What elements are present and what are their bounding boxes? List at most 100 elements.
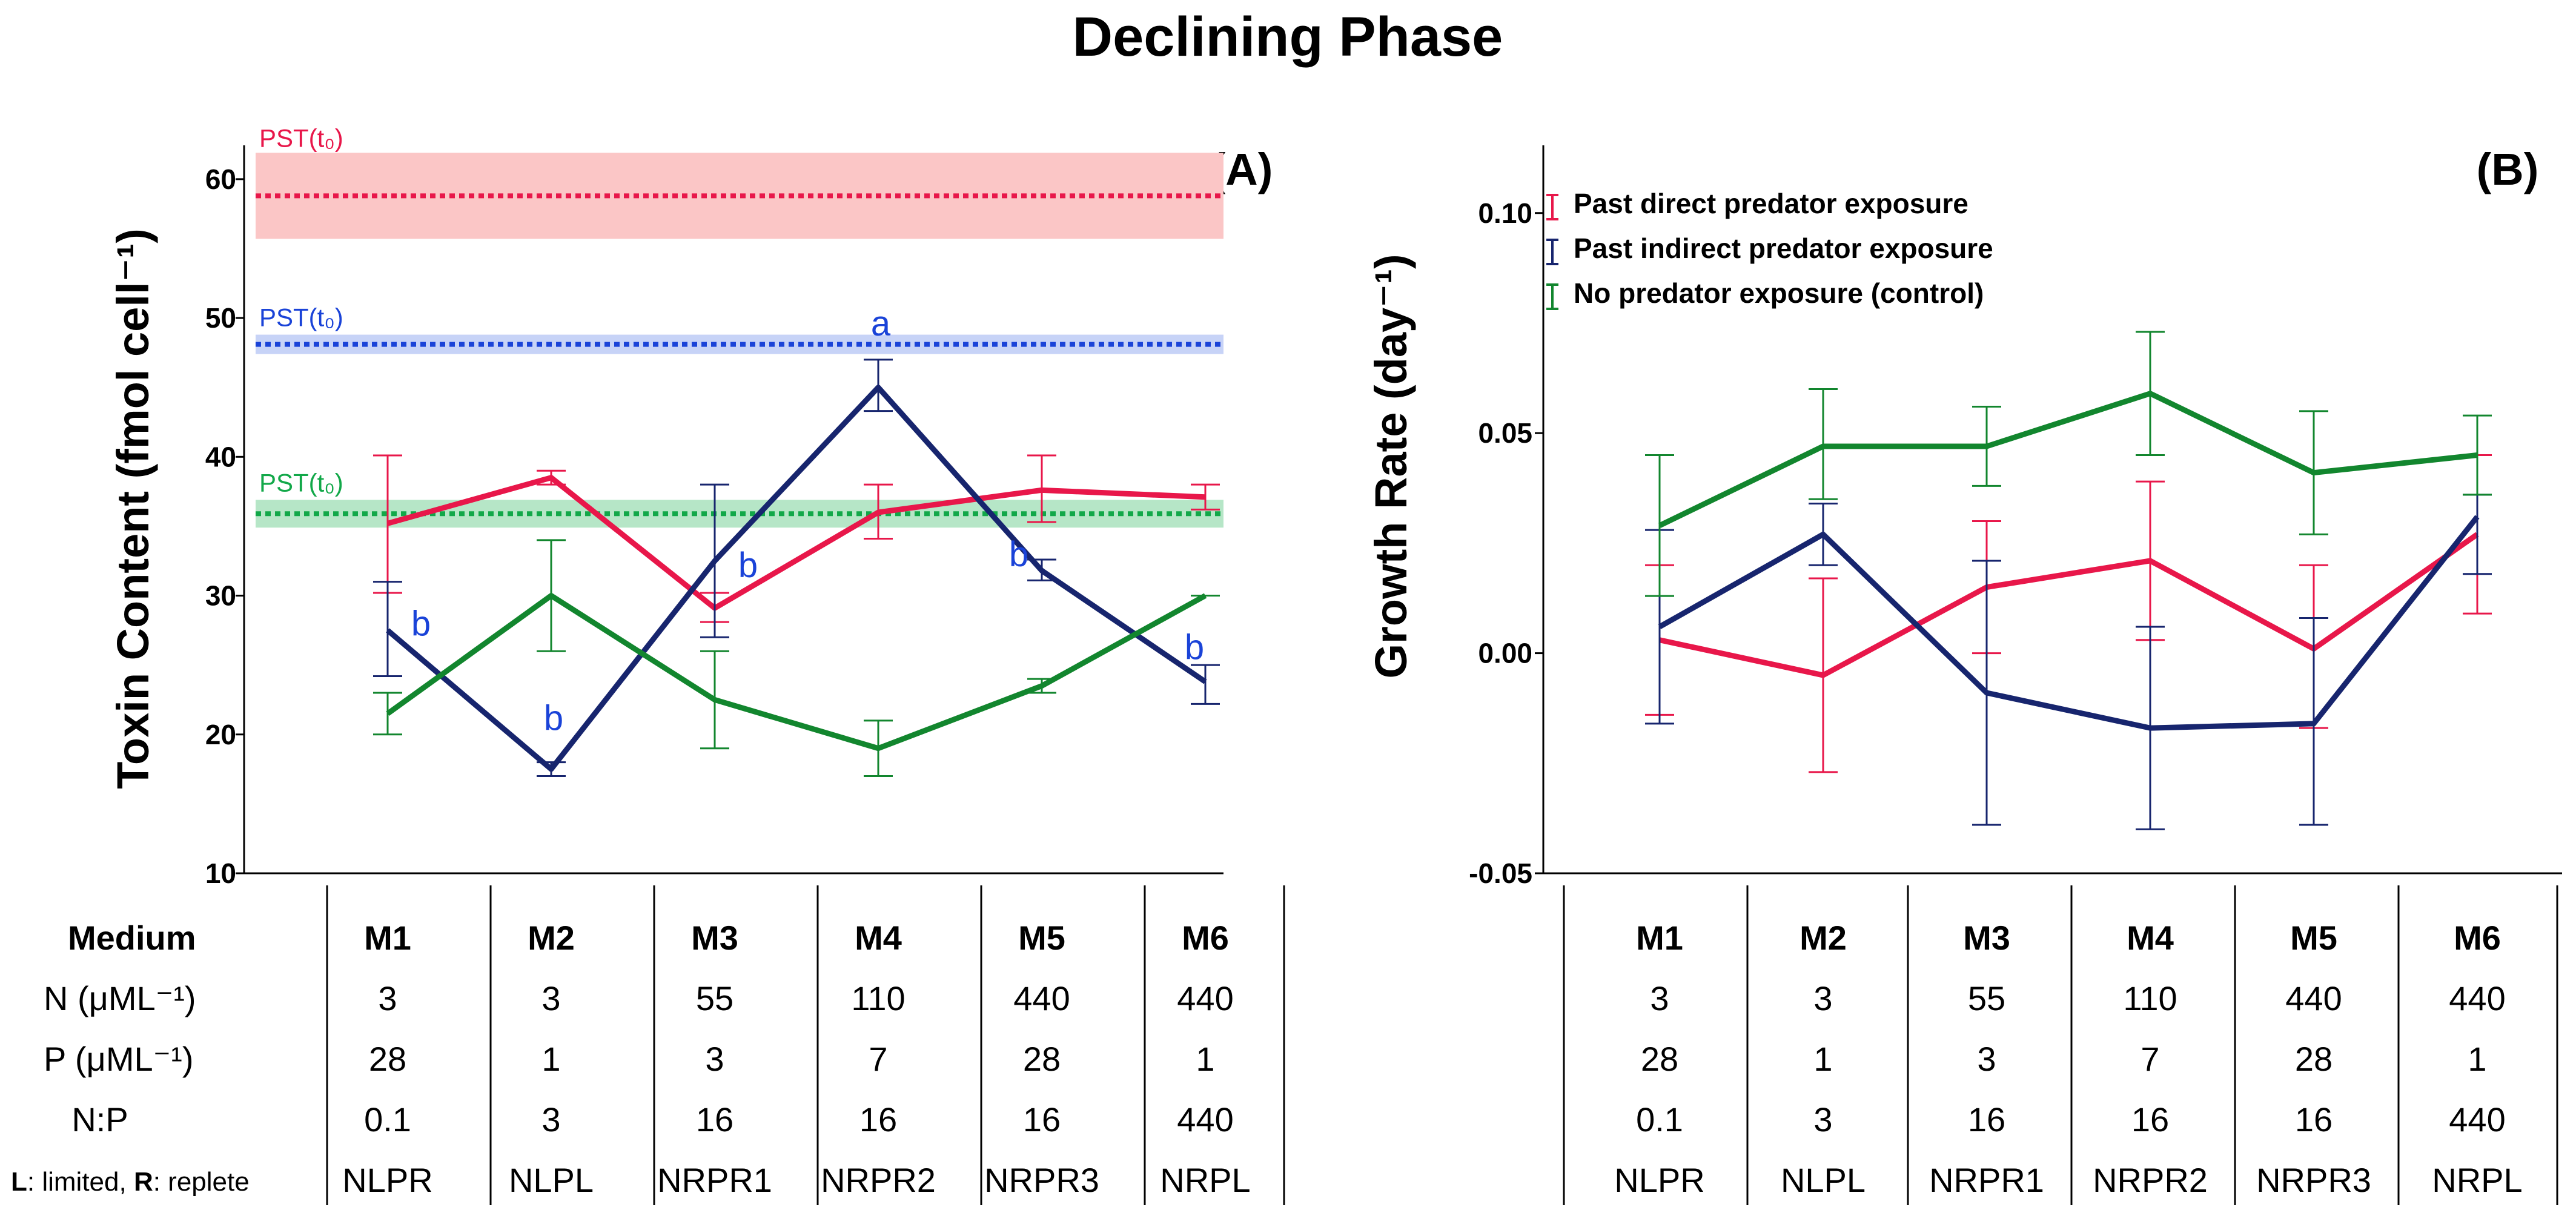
table-panel-b: M1 3 28 0.1 NLPR M2 3 1 3 NLPL M3 55 3 16 NRPR1 M4 110 7 1… <box>1563 885 2558 1205</box>
series-line-control <box>386 593 1207 752</box>
table-cell-medium: M2 <box>528 919 575 957</box>
table-cell-medium: M3 <box>1963 919 2010 957</box>
table-footnote-part: : limited, <box>27 1167 134 1197</box>
series-line-indirect <box>1658 515 2480 731</box>
legend-entry-indirect: Past indirect predator exposure <box>1546 233 1993 265</box>
table-cell-code: NLPL <box>509 1161 594 1199</box>
table-cell-n: 3 <box>1813 979 1832 1017</box>
error-bar-direct-M6 <box>1191 483 1220 511</box>
table-cell-medium: M4 <box>2127 919 2174 957</box>
table-footnote-part: R <box>134 1167 153 1197</box>
significance-letter-M3: b <box>738 546 758 585</box>
y-tick-label: 20 <box>205 719 236 750</box>
medium-tables: Medium N (μML⁻¹) P (μML⁻¹) N:P L: limited, R… <box>11 885 2558 1205</box>
significance-letter-M2: b <box>544 698 563 738</box>
table-cell-code: NLPL <box>1781 1161 1866 1199</box>
table-cell-code: NRPR1 <box>657 1161 772 1199</box>
y-tick-label: -0.05 <box>1469 858 1532 889</box>
legend-label: Past indirect predator exposure <box>1574 233 1993 264</box>
table-cell-np: 440 <box>2449 1100 2505 1139</box>
table-cell-p: 7 <box>869 1040 887 1078</box>
series-line-direct <box>1659 532 2479 678</box>
table-cell-code: NRPR3 <box>2256 1161 2371 1199</box>
table-cell-p: 1 <box>2468 1040 2486 1078</box>
table-cell-n: 440 <box>2449 979 2505 1017</box>
table-cell-np: 0.1 <box>364 1100 411 1139</box>
panel-label: (B) <box>2477 144 2539 194</box>
significance-letter-M6: b <box>1185 627 1204 667</box>
table-cell-medium: M1 <box>364 919 411 957</box>
y-tick-label: 0.00 <box>1478 638 1532 669</box>
pst-label-control: PST(t₀) <box>259 468 343 497</box>
error-bar-indirect-M1 <box>373 581 402 677</box>
table-row-labels: Medium N (μML⁻¹) P (μML⁻¹) N:P L: limited, R… <box>11 919 250 1197</box>
table-cell-medium: M5 <box>1018 919 1065 957</box>
table-cell-n: 3 <box>1650 979 1669 1017</box>
legend-entry-control: No predator exposure (control) <box>1546 277 1984 310</box>
figure-title: Declining Phase <box>1073 6 1503 68</box>
table-cell-np: 3 <box>541 1100 560 1139</box>
table-cell-np: 16 <box>2295 1100 2333 1139</box>
y-tick-label: 30 <box>205 580 236 612</box>
table-cell-p: 3 <box>1977 1040 1996 1078</box>
pst-band-control <box>256 500 1223 528</box>
table-footnote: L: limited, R: replete <box>11 1167 250 1197</box>
pst-label-indirect: PST(t₀) <box>259 303 343 332</box>
table-cell-p: 1 <box>541 1040 560 1078</box>
table-cell-medium: M6 <box>1182 919 1229 957</box>
significance-letter-M5: b <box>1009 535 1028 574</box>
table-cell-code: NLPR <box>342 1161 432 1199</box>
error-bar-indirect-M6 <box>1191 664 1220 705</box>
y-tick-label: 10 <box>205 858 236 889</box>
y-tick-label: 50 <box>205 302 236 334</box>
table-cell-n: 440 <box>1013 979 1070 1017</box>
table-cell-p: 28 <box>1023 1040 1061 1078</box>
table-cell-p: 1 <box>1813 1040 1832 1078</box>
error-bar-indirect-M6 <box>2463 494 2492 575</box>
y-axis-title: Toxin Content (fmol cell⁻¹) <box>108 228 158 789</box>
table-cell-code: NRPL <box>1160 1161 1250 1199</box>
legend-label: Past direct predator exposure <box>1574 188 1968 219</box>
table-cell-np: 16 <box>1023 1100 1061 1139</box>
y-axis-title: Growth Rate (day⁻¹) <box>1366 254 1416 679</box>
legend-entry-direct: Past direct predator exposure <box>1546 188 1968 220</box>
table-cell-n: 55 <box>696 979 733 1017</box>
table-cell-n: 440 <box>2285 979 2342 1017</box>
table-row-label: P (μML⁻¹) <box>44 1040 193 1078</box>
table-cell-p: 1 <box>1196 1040 1214 1078</box>
table-cell-medium: M5 <box>2290 919 2337 957</box>
pst-band-direct <box>256 153 1223 239</box>
significance-letter-M1: b <box>411 604 431 643</box>
table-cell-n: 3 <box>541 979 560 1017</box>
table-cell-p: 28 <box>2295 1040 2333 1078</box>
table-cell-n: 3 <box>378 979 397 1017</box>
table-cell-np: 16 <box>2131 1100 2169 1139</box>
table-cell-code: NRPL <box>2432 1161 2522 1199</box>
table-footnote-part: : replete <box>153 1167 250 1197</box>
table-cell-code: NRPR2 <box>821 1161 936 1199</box>
y-tick-label: 0.10 <box>1478 197 1532 229</box>
table-cell-np: 16 <box>696 1100 733 1139</box>
table-cell-medium: M2 <box>1800 919 1847 957</box>
table-cell-medium: M1 <box>1636 919 1683 957</box>
legend-label: No predator exposure (control) <box>1574 277 1984 309</box>
table-row-label: N:P <box>71 1100 128 1139</box>
table-cell-np: 3 <box>1813 1100 1832 1139</box>
y-tick-label: 40 <box>205 441 236 472</box>
table-cell-np: 16 <box>1968 1100 2005 1139</box>
series-line-control <box>1658 391 2478 528</box>
table-cell-n: 110 <box>851 979 905 1017</box>
table-panel-a: M1 3 28 0.1 NLPR M2 3 1 3 NLPL M3 55 3 16 NRPR1 M4 110 7 1… <box>326 885 1285 1205</box>
table-cell-medium: M3 <box>691 919 738 957</box>
y-tick-label: 60 <box>205 164 236 195</box>
series-line-direct <box>386 475 1206 611</box>
table-cell-np: 16 <box>859 1100 897 1139</box>
table-cell-medium: M4 <box>855 919 902 957</box>
table-cell-code: NRPR3 <box>984 1161 1099 1199</box>
panel-b-chart: -0.05 0.00 0.05 0.10 Growth Rate (day⁻¹) (B) P… <box>1366 144 2562 889</box>
table-cell-p: 28 <box>1641 1040 1678 1078</box>
table-cell-code: NLPR <box>1614 1161 1704 1199</box>
table-cell-code: NRPR1 <box>1929 1161 2044 1199</box>
